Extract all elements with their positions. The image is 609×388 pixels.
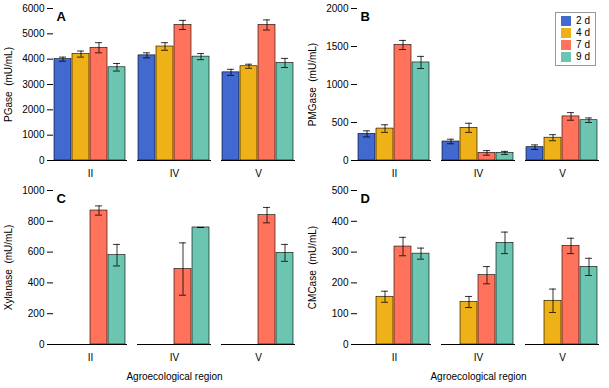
svg-text:500: 500 [332, 185, 349, 196]
svg-text:800: 800 [28, 216, 45, 227]
svg-text:1000: 1000 [22, 129, 45, 140]
html-text:2 d: 2 d [576, 15, 590, 26]
svg-text:Agroecological region: Agroecological region [126, 371, 222, 382]
svg-text:0: 0 [343, 339, 349, 350]
html-text:9 d: 9 d [576, 51, 590, 62]
svg-text:600: 600 [28, 246, 45, 257]
svg-text:0: 0 [39, 155, 45, 166]
svg-text:IV: IV [474, 168, 484, 179]
svg-text:200: 200 [332, 277, 349, 288]
svg-text:V: V [255, 352, 262, 363]
svg-text:II: II [392, 168, 398, 179]
svg-text:Agroecological region: Agroecological region [430, 371, 526, 382]
svg-text:IV: IV [170, 352, 180, 363]
svg-text:1000: 1000 [326, 79, 349, 90]
svg-text:II: II [392, 352, 398, 363]
svg-text:100: 100 [332, 308, 349, 319]
svg-text:V: V [559, 352, 566, 363]
svg-text:300: 300 [332, 246, 349, 257]
svg-text:1000: 1000 [22, 185, 45, 196]
svg-text:400: 400 [28, 277, 45, 288]
svg-text:IV: IV [170, 168, 180, 179]
svg-text:500: 500 [332, 117, 349, 128]
svg-text:0: 0 [343, 155, 349, 166]
svg-text:3000: 3000 [22, 79, 45, 90]
svg-text:IV: IV [474, 352, 484, 363]
svg-text:1500: 1500 [326, 41, 349, 52]
svg-text:0: 0 [39, 339, 45, 350]
svg-text:PGase (mU/mL): PGase (mU/mL) [3, 47, 14, 122]
svg-text:V: V [559, 168, 566, 179]
svg-text:6000: 6000 [22, 3, 45, 14]
svg-text:C: C [57, 191, 67, 206]
svg-text:D: D [361, 191, 370, 206]
svg-text:5000: 5000 [22, 28, 45, 39]
svg-text:A: A [57, 9, 67, 24]
svg-text:4000: 4000 [22, 53, 45, 64]
svg-text:V: V [255, 168, 262, 179]
svg-text:II: II [88, 352, 94, 363]
svg-text:2000: 2000 [326, 3, 349, 14]
html-text:4 d: 4 d [576, 27, 590, 38]
svg-text:II: II [88, 168, 94, 179]
svg-text:2000: 2000 [22, 104, 45, 115]
svg-text:200: 200 [28, 308, 45, 319]
svg-text:400: 400 [332, 216, 349, 227]
html-text:7 d: 7 d [576, 39, 590, 50]
svg-text:CMCase (mU/mL): CMCase (mU/mL) [307, 226, 318, 309]
svg-text:B: B [361, 9, 370, 24]
svg-text:Xylanase (mU/mL): Xylanase (mU/mL) [3, 225, 14, 311]
svg-text:PMGase (mU/mL): PMGase (mU/mL) [307, 43, 318, 126]
